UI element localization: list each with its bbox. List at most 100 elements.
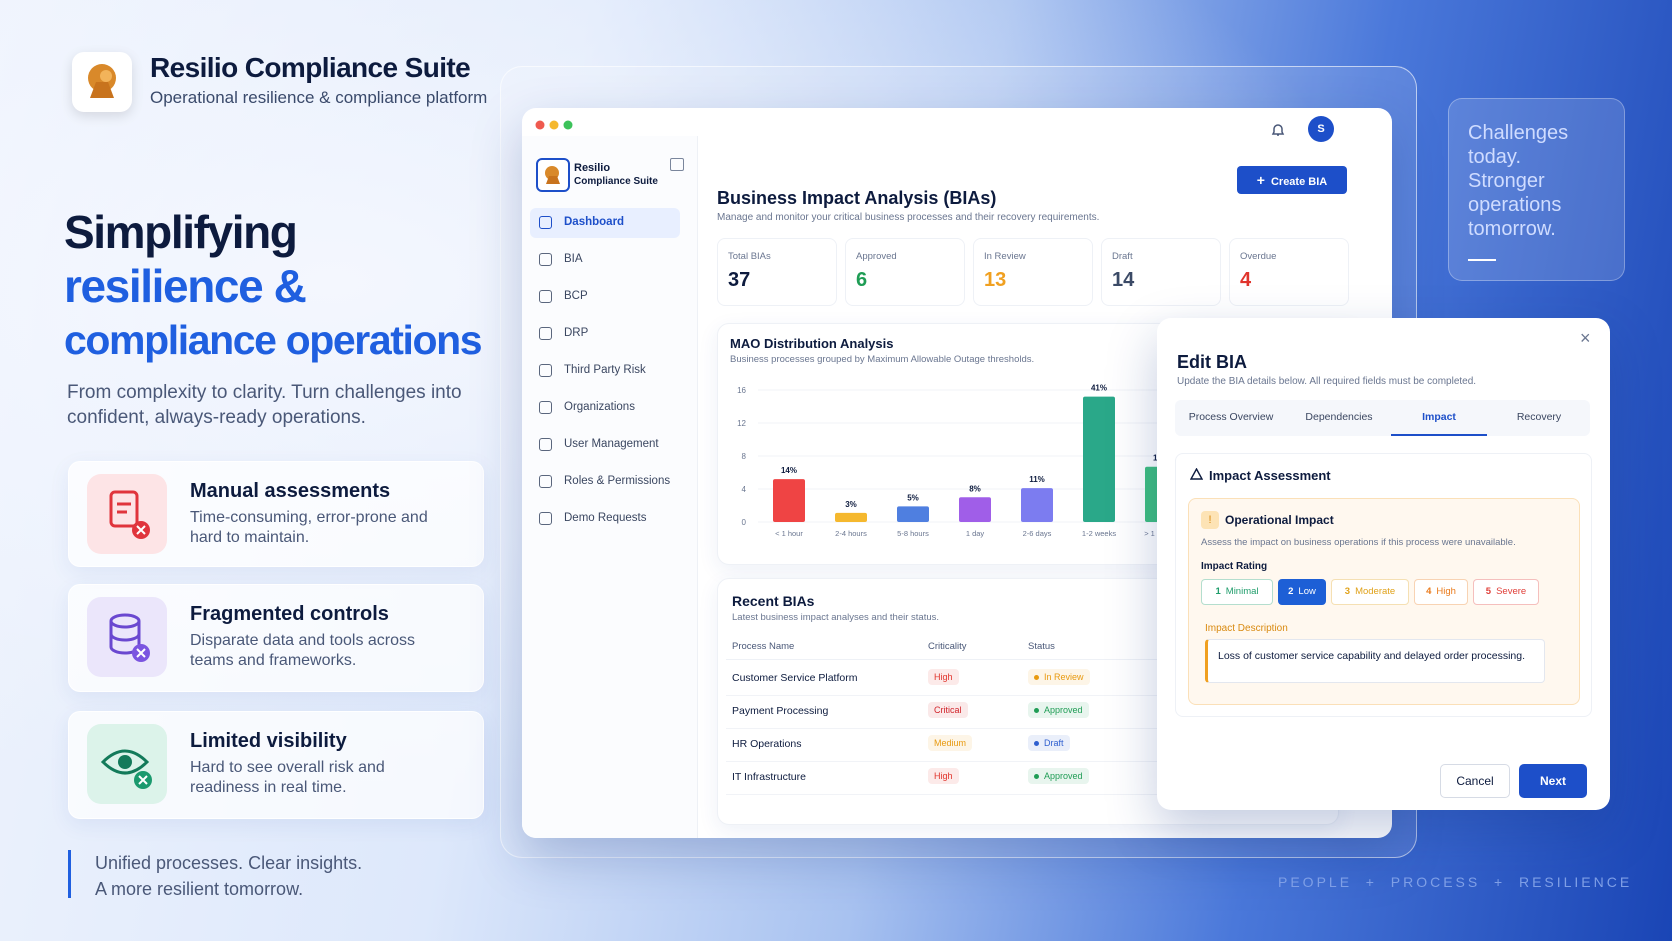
bar <box>835 512 867 522</box>
tab[interactable]: Impact <box>1391 400 1487 436</box>
status-dot <box>1034 708 1039 714</box>
closing-line: Unified processes. Clear insights. <box>95 853 363 873</box>
process-name: Customer Service Platform <box>732 672 858 684</box>
tab[interactable]: Recovery <box>1489 400 1589 436</box>
process-name: IT Infrastructure <box>732 771 806 783</box>
rating-label: Minimal <box>1225 586 1259 597</box>
recent-title: Recent BIAs <box>732 593 815 609</box>
aside-dash <box>1468 259 1496 261</box>
close-button[interactable]: × <box>1580 328 1591 348</box>
tab[interactable]: Process Overview <box>1175 400 1287 436</box>
rating-level: 2 <box>1288 586 1294 597</box>
rating-button[interactable]: 2 Low <box>1278 579 1326 605</box>
y-tick-label: 8 <box>742 452 747 461</box>
tab[interactable]: Dependencies <box>1289 400 1389 436</box>
tab-label: Dependencies <box>1305 411 1373 423</box>
problem-card: Fragmented controls Disparate data and t… <box>68 584 484 692</box>
nav-item[interactable]: DRP <box>530 319 680 349</box>
card-text: Time-consuming, error-prone and hard to … <box>190 509 428 546</box>
nav-icon <box>539 290 552 303</box>
closing: Unified processes. Clear insights. A mor… <box>95 850 362 902</box>
criticality: Medium <box>928 735 973 751</box>
nav-item[interactable]: Dashboard <box>530 208 680 238</box>
rating-label: Impact Rating <box>1201 561 1268 572</box>
rating-button[interactable]: 4 High <box>1414 579 1468 605</box>
nav-label: Roles & Permissions <box>564 475 671 487</box>
row <box>726 663 1326 696</box>
rating-button[interactable]: 5 Severe <box>1473 579 1539 605</box>
recent-subtitle: Latest business impact analyses and thei… <box>732 612 940 623</box>
headline-line: compliance operations <box>64 317 483 363</box>
criticality: Critical <box>928 702 968 718</box>
status-text: Approved <box>1044 705 1083 715</box>
bar <box>1021 488 1053 522</box>
nav-item[interactable]: User Management <box>530 430 680 460</box>
card-title: Limited visibility <box>190 730 347 752</box>
description-label: Impact Description <box>1205 623 1288 634</box>
x-tick-label: 2-4 hours <box>835 529 867 538</box>
impact-box: ! Operational Impact Assess the impact o… <box>1188 498 1580 705</box>
closing-line: A more resilient tomorrow. <box>95 879 304 899</box>
y-tick-label: 12 <box>737 419 746 428</box>
avatar[interactable]: S <box>1308 116 1334 142</box>
nav-label: User Management <box>564 438 659 450</box>
nav-icon <box>539 253 552 266</box>
tab-label: Impact <box>1422 411 1456 423</box>
db-icon <box>109 613 150 662</box>
card-title: Manual assessments <box>190 480 391 502</box>
rating-label: Moderate <box>1355 586 1396 597</box>
header-rule <box>726 659 1326 660</box>
card-title: Fragmented controls <box>190 603 389 625</box>
sidebar: Resilio Compliance Suite Dashboard BIA BCP… <box>522 136 698 838</box>
nav-item[interactable]: BIA <box>530 245 680 275</box>
row <box>726 729 1326 762</box>
bar <box>1083 396 1115 522</box>
cancel-button[interactable]: Cancel <box>1440 764 1510 798</box>
nav-item[interactable]: Demo Requests <box>530 504 680 534</box>
criticality: High <box>928 669 959 685</box>
nav-item[interactable]: Roles & Permissions <box>530 467 680 497</box>
modal-title: Edit BIA <box>1177 352 1247 372</box>
footer-tagline: PEOPLE + PROCESS + RESILIENCE <box>1278 874 1633 890</box>
problem-card: Limited visibility Hard to see overall r… <box>68 711 484 819</box>
dots <box>535 120 573 130</box>
rating-button[interactable]: 1 Minimal <box>1201 579 1273 605</box>
closing-bar <box>68 850 71 898</box>
warn-icon <box>1189 467 1204 480</box>
process-name: Payment Processing <box>732 705 829 717</box>
nav-item[interactable]: Organizations <box>530 393 680 423</box>
icon <box>87 474 167 554</box>
stat-card: Draft 14 <box>1101 238 1221 306</box>
card-text: Disparate data and tools across teams an… <box>190 632 416 669</box>
sidebar-toggle[interactable] <box>670 158 684 171</box>
stat-value: 13 <box>984 269 1007 291</box>
nav-label: DRP <box>564 327 589 339</box>
problem-card: Manual assessments Time-consuming, error… <box>68 461 484 567</box>
status-text: Approved <box>1044 771 1083 781</box>
nav-label: Dashboard <box>564 216 625 228</box>
status-dot <box>1034 675 1039 681</box>
column-header: Criticality <box>928 641 967 652</box>
nav-icon <box>539 216 552 229</box>
rating-button[interactable]: 3 Moderate <box>1331 579 1409 605</box>
bar <box>959 497 991 522</box>
tab-label: Process Overview <box>1188 411 1274 423</box>
status: Approved <box>1028 702 1089 718</box>
nav-item[interactable]: BCP <box>530 282 680 312</box>
nav-label: BCP <box>564 290 588 302</box>
logo <box>72 52 132 112</box>
rating-level: 1 <box>1215 586 1221 597</box>
headline-line: Simplifying <box>64 206 298 258</box>
bell[interactable] <box>1270 122 1286 143</box>
create-button[interactable]: + Create BIA <box>1237 166 1347 194</box>
nav-item[interactable]: Third Party Risk <box>530 356 680 386</box>
status: Draft <box>1028 735 1070 751</box>
stat-card: In Review 13 <box>973 238 1093 306</box>
description-field[interactable]: Loss of customer service capability and … <box>1205 639 1545 683</box>
rating-label: High <box>1436 586 1456 597</box>
nav-icon <box>539 438 552 451</box>
rating-level: 5 <box>1485 586 1492 597</box>
next-button[interactable]: Next <box>1519 764 1587 798</box>
x-tick-label: 1-2 weeks <box>1082 529 1116 538</box>
